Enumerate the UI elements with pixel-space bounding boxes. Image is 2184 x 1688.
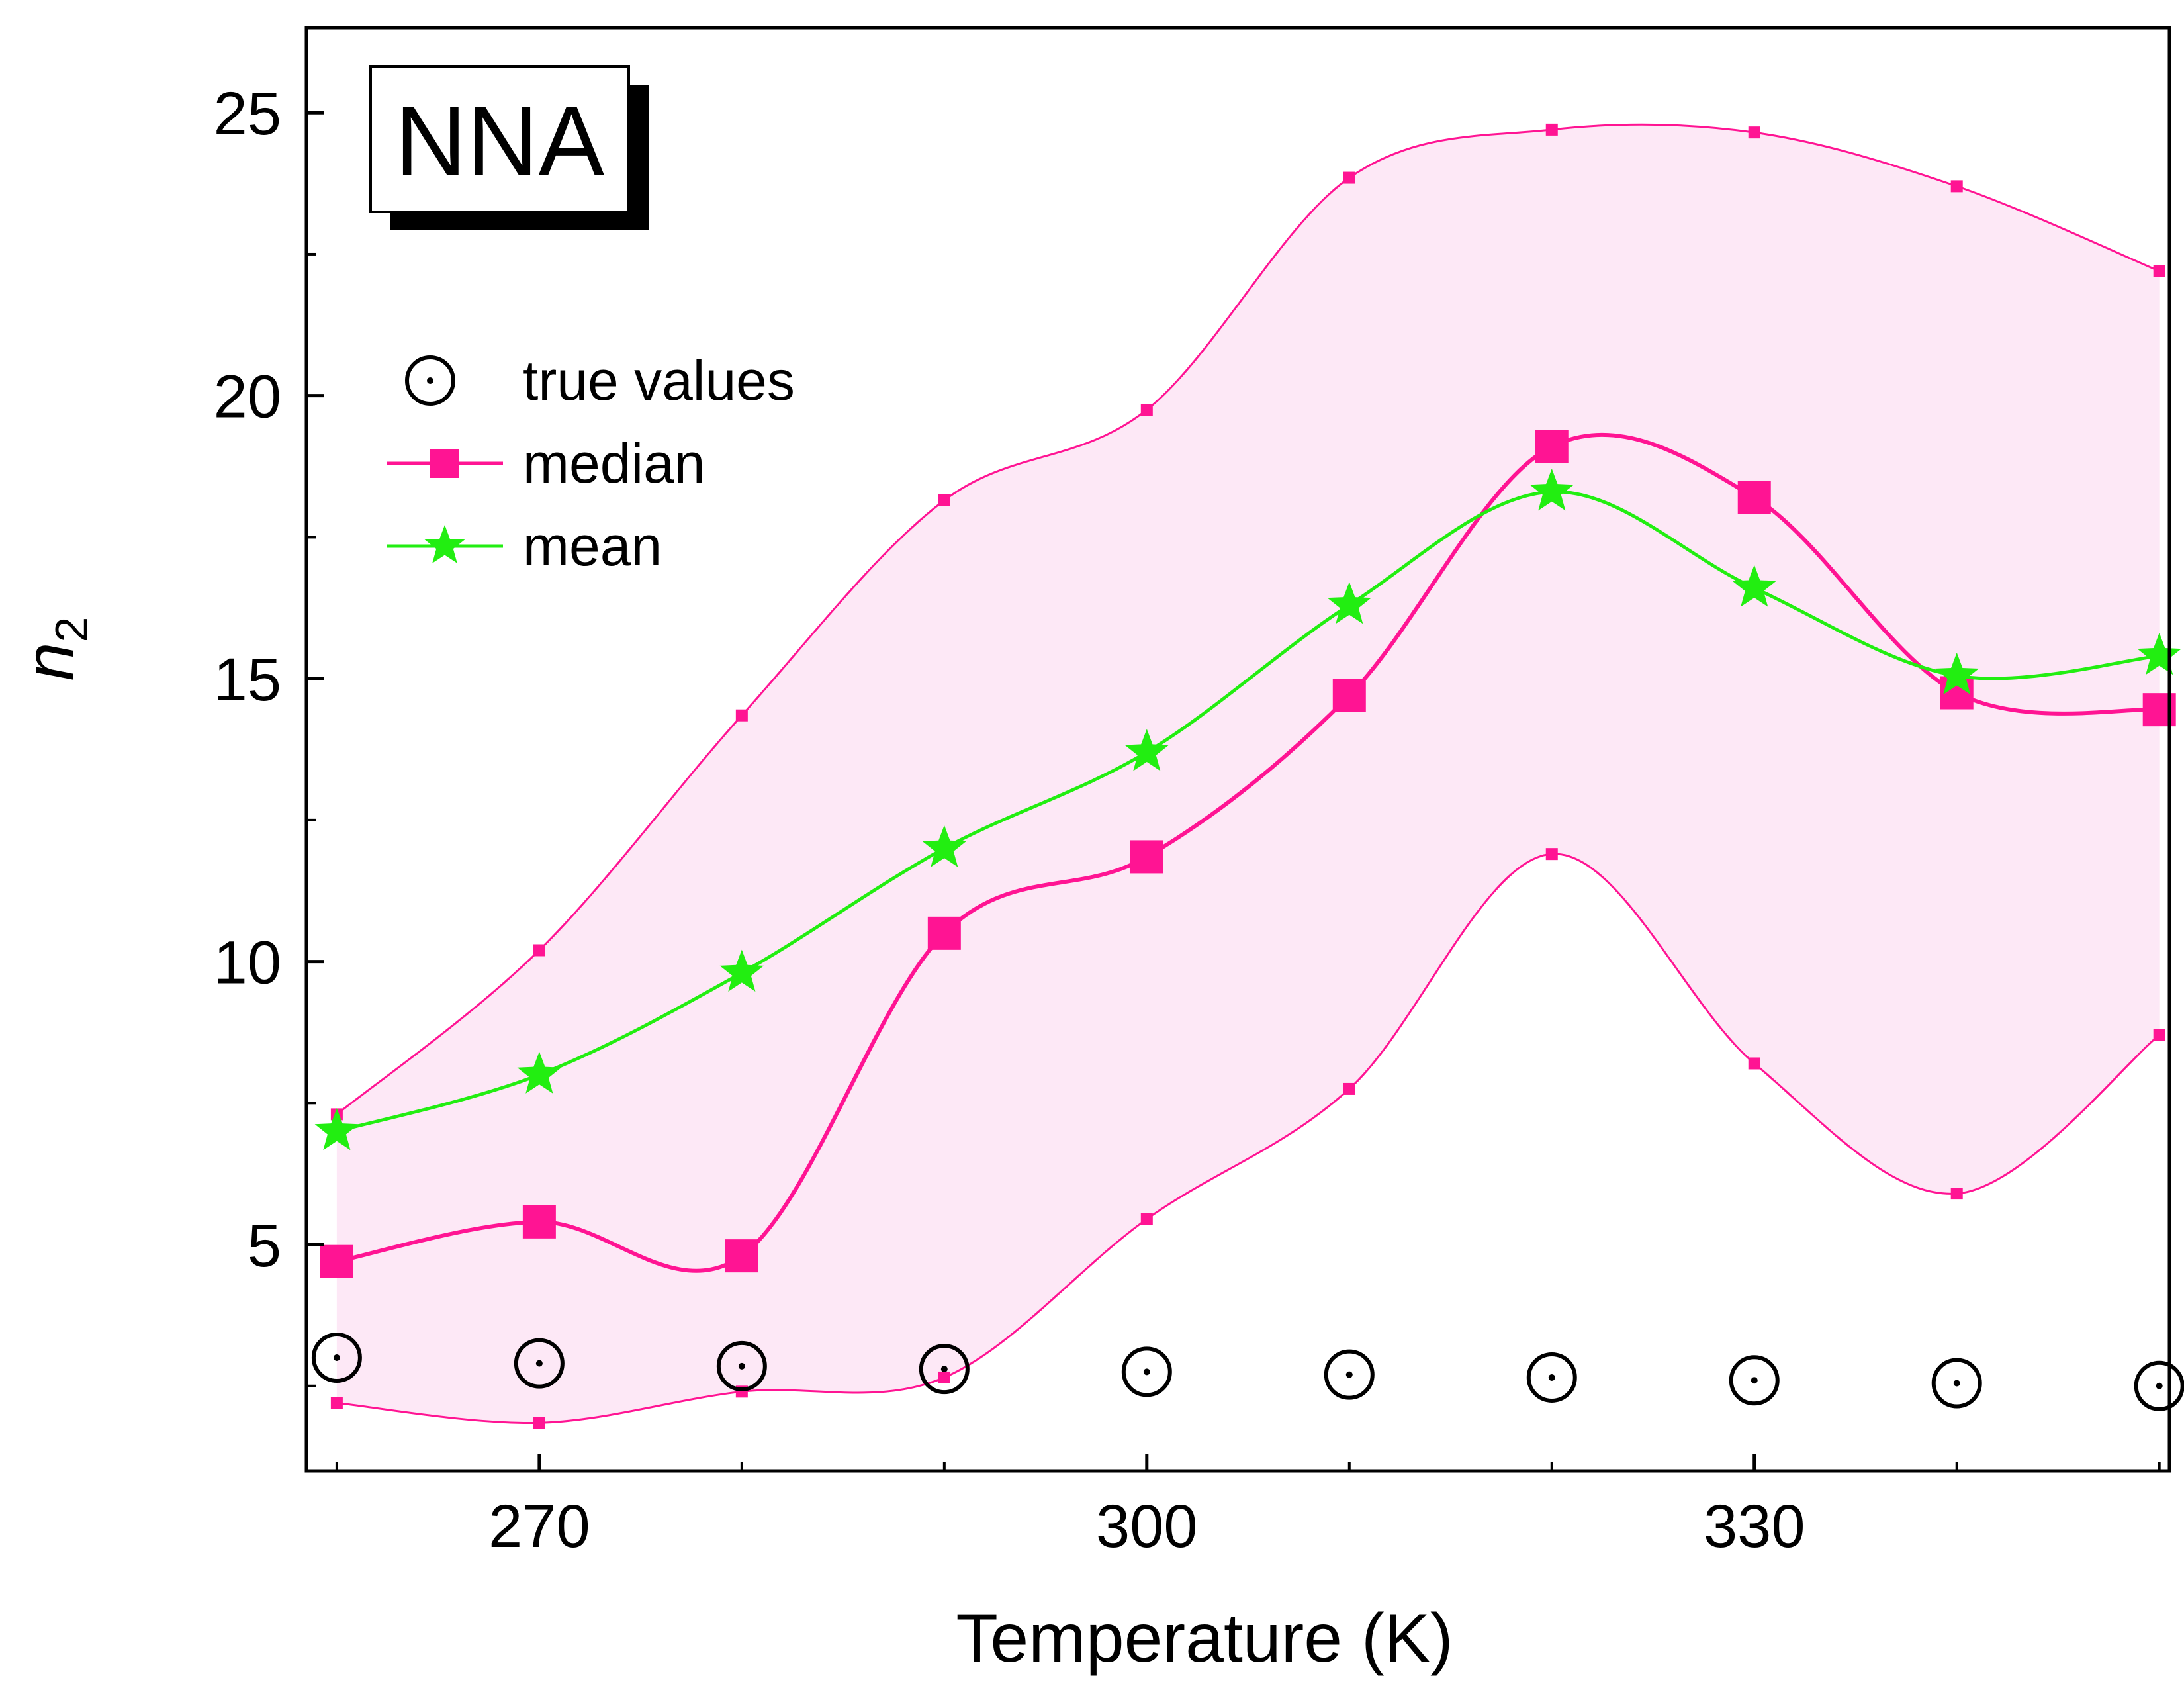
data-point-star [1529, 469, 1574, 511]
data-point-circle [1121, 1346, 1172, 1397]
series-true-values [311, 1333, 2184, 1411]
data-point-circle [1931, 1358, 1982, 1409]
band-upper-point [1748, 126, 1760, 139]
band-lower-point [533, 1417, 545, 1429]
data-point-circle [1729, 1355, 1780, 1406]
band-lower-point [1545, 848, 1558, 861]
band-upper-point [2153, 265, 2165, 277]
legend: true values median mean [387, 350, 795, 577]
data-point-square [1535, 430, 1569, 463]
data-point-circle [1526, 1352, 1577, 1403]
data-point-center-dot [1953, 1380, 1960, 1387]
data-point-star [2137, 632, 2181, 675]
data-point-circle [919, 1344, 970, 1395]
inset-label: NNA [395, 85, 605, 197]
band-upper-point [1343, 171, 1355, 184]
legend-marker-star [424, 525, 465, 563]
legend-marker-square [430, 449, 459, 478]
band-upper-point [938, 494, 950, 506]
legend-label: median [523, 432, 705, 494]
series-line [336, 432, 2160, 1273]
plot-frame [304, 26, 2171, 1473]
series-median [320, 430, 2176, 1278]
series-layer [311, 430, 2184, 1411]
legend-item-median: median [387, 432, 705, 494]
data-point-star [517, 1051, 562, 1094]
y-axis-title-subscript: 2 [46, 617, 97, 643]
data-point-center-dot [738, 1362, 745, 1370]
data-point-center-dot [1143, 1368, 1150, 1376]
y-tick-label: 25 [214, 80, 281, 148]
band-lower-point [1748, 1057, 1760, 1070]
legend-marker-circle [405, 355, 455, 406]
data-point-circle [311, 1333, 362, 1383]
y-axis-title-symbol: n [11, 643, 88, 681]
series-mean [314, 469, 2181, 1150]
data-point-center-dot [2156, 1382, 2163, 1389]
data-point-square [320, 1244, 353, 1278]
data-point-center-dot [1345, 1371, 1353, 1378]
band-upper-point [533, 944, 545, 957]
band-fill [336, 124, 2160, 1423]
data-point-star [314, 1108, 359, 1150]
band-upper-point [1140, 404, 1153, 416]
data-point-circle [1324, 1349, 1375, 1400]
x-tick-label: 270 [488, 1493, 590, 1560]
data-point-square [522, 1205, 556, 1239]
band-lower-point [330, 1397, 343, 1409]
y-axis-title: n2 [11, 617, 97, 681]
legend-label: mean [523, 515, 662, 577]
series-line [336, 490, 2160, 1133]
confidence-band [330, 123, 2165, 1429]
data-point-star [922, 825, 967, 867]
y-tick-label: 10 [214, 929, 281, 997]
y-tick-label: 5 [248, 1212, 281, 1280]
data-point-star [1124, 729, 1169, 771]
legend-label: true values [523, 350, 795, 412]
band-lower-point [2153, 1029, 2165, 1041]
axes: 270 300 330 5 10 15 20 25 [214, 26, 2171, 1560]
data-point-center-dot [1751, 1377, 1758, 1384]
data-point-center-dot [940, 1366, 948, 1373]
inset-label-box: NNA [369, 65, 649, 230]
band-upper-line [336, 123, 2160, 1115]
legend-item-mean: mean [387, 515, 662, 577]
data-point-circle [2134, 1360, 2184, 1411]
band-lower-line [336, 853, 2160, 1425]
band-lower-point [1140, 1213, 1153, 1225]
data-point-square [1332, 679, 1366, 712]
data-point-square [1737, 481, 1771, 514]
data-point-star [719, 949, 764, 992]
data-point-square [927, 916, 961, 950]
legend-item-true-values: true values [405, 350, 795, 412]
legend-marker-dot [427, 377, 433, 384]
band-lower-point [1343, 1082, 1355, 1095]
x-tick-label: 300 [1096, 1493, 1198, 1560]
band-lower-point [1950, 1188, 1963, 1200]
y-tick-label: 20 [214, 363, 281, 431]
data-point-circle [514, 1338, 565, 1389]
svg-text:n2: n2 [11, 617, 97, 681]
data-point-star [1327, 582, 1372, 624]
data-point-center-dot [535, 1360, 543, 1367]
data-point-circle [716, 1340, 767, 1391]
band-upper-point [1545, 123, 1558, 136]
data-point-star [1934, 652, 1979, 695]
data-point-square [725, 1239, 758, 1273]
y-tick-label: 15 [214, 646, 281, 714]
x-axis-title: Temperature (K) [956, 1600, 1453, 1677]
data-point-square [1130, 840, 1163, 874]
data-point-center-dot [1548, 1374, 1555, 1381]
data-point-center-dot [333, 1354, 340, 1362]
band-upper-point [735, 709, 748, 722]
band-lower-point [938, 1371, 950, 1383]
data-point-star [1732, 565, 1777, 607]
band-upper-point [1950, 180, 1963, 193]
x-tick-label: 330 [1704, 1493, 1805, 1560]
